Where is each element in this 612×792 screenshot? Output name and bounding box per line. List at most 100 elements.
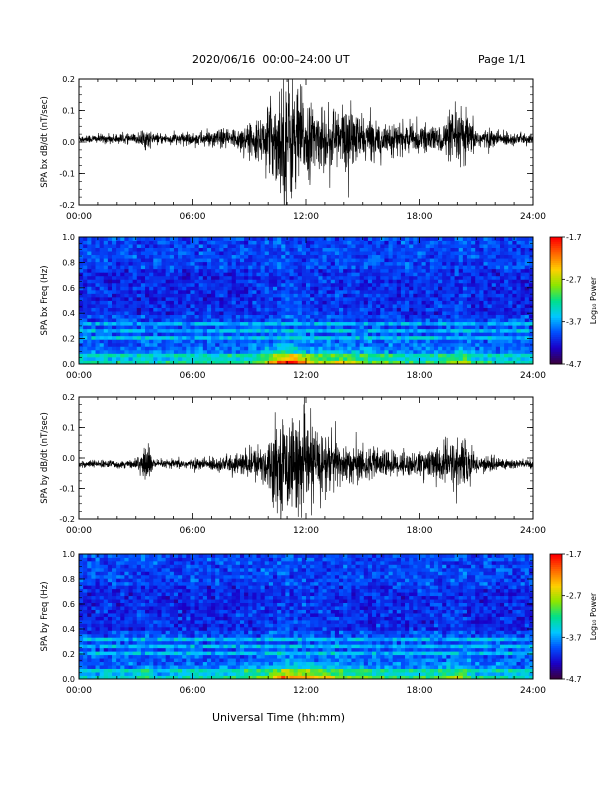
bx-spectrogram-cell [499,286,505,291]
bx-spectrogram-cell [466,265,472,270]
bx-spectrogram-cell [120,360,125,365]
bx-spectrogram-cell [268,346,274,351]
bx-spectrogram-cell [256,279,261,284]
bx-spectrogram-cell [491,289,497,294]
bx-spectrogram-cell [120,282,125,287]
bx-spectrogram-cell [281,356,286,361]
bx-spectrogram-cell [173,335,179,340]
bx-spectrogram-cell [438,339,443,344]
bx-spectrogram-cell [466,360,472,365]
bx-spectrogram-cell [367,296,373,301]
bx-spectrogram-colorbar-step [550,279,562,282]
bx-spectrogram-cell [79,356,84,361]
bx-spectrogram-cell [454,349,460,354]
bx-spectrogram-cell [202,349,208,354]
bx-spectrogram-cell [384,282,389,287]
bx-spectrogram-cell [132,261,138,266]
by-spectrogram-cell [136,581,142,586]
bx-spectrogram-cell [215,321,220,326]
bx-spectrogram-cell [277,332,282,337]
bx-spectrogram-cell [190,349,195,354]
by-spectrogram-cell [136,640,142,645]
bx-spectrogram-cell [293,318,299,323]
bx-spectrogram-cell [157,286,162,291]
bx-spectrogram-cell [87,335,92,340]
bx-spectrogram-cell [425,314,431,319]
bx-spectrogram-cell [330,335,336,340]
bx-spectrogram-cell [458,356,464,361]
bx-spectrogram-cell [520,335,526,340]
bx-spectrogram-cell [462,254,468,259]
bx-spectrogram-cell [190,304,195,308]
bx-spectrogram-cell [491,275,497,280]
bx-spectrogram-cell [405,296,410,301]
bx-spectrogram-cell [91,275,96,280]
bx-spectrogram-cell [409,296,414,301]
by-spectrogram-cell [107,619,113,624]
bx-spectrogram-cell [198,254,204,259]
by-spectrogram-cell [140,644,146,649]
bx-spectrogram-cell [260,272,266,277]
bx-spectrogram-cell [347,268,352,273]
bx-spectrogram-cell [343,254,348,259]
by-spectrogram-cell [116,581,121,586]
bx-spectrogram-cell [334,261,340,266]
bx-spectrogram-cell [161,289,167,294]
bx-spectrogram-cell [400,251,406,256]
bx-spectrogram-cell [190,311,195,316]
bx-spectrogram-cell [392,240,398,245]
bx-spectrogram-cell [281,258,286,263]
bx-spectrogram-cell [281,279,286,284]
bx-spectrogram-cell [157,265,162,270]
bx-spectrogram-cell [153,240,158,245]
bx-spectrogram-cell [79,265,84,270]
bx-spectrogram-cell [231,279,237,284]
bx-spectrogram-cell [367,318,373,323]
bx-spectrogram-cell [475,311,480,316]
by-spectrogram-cell [136,567,142,572]
bx-timeseries-ylabel: SPA bx dB/dt (nT/sec) [40,96,50,188]
bx-spectrogram-cell [392,318,398,323]
bx-spectrogram-cell [306,353,311,358]
bx-spectrogram-cell [380,311,385,316]
bx-spectrogram-cell [79,282,84,287]
bx-spectrogram-cell [132,339,138,344]
bx-spectrogram-cell [256,335,261,340]
bx-spectrogram-cell [334,275,340,280]
bx-spectrogram-cell [293,296,299,301]
bx-spectrogram-cell [421,258,427,263]
bx-spectrogram-cell [466,325,472,330]
bx-spectrogram-cell [384,318,389,323]
bx-spectrogram-cell [223,237,228,241]
bx-spectrogram-cell [173,272,179,277]
by-spectrogram-cell [120,581,125,586]
bx-spectrogram-cell [153,328,158,333]
bx-spectrogram-cell [99,261,105,266]
bx-spectrogram-cell [136,346,142,351]
bx-spectrogram-cell [466,349,472,354]
bx-spectrogram-cell [458,325,464,330]
bx-spectrogram-cell [306,328,311,333]
bx-spectrogram-cell [405,360,410,365]
bx-spectrogram-cell [322,335,328,340]
bx-spectrogram-cell [417,282,422,287]
bx-spectrogram-cell [120,346,125,351]
bx-spectrogram-cell [334,296,340,301]
bx-spectrogram-cell [409,328,414,333]
bx-spectrogram-cell [442,314,447,319]
bx-timeseries-ytick-label: 0.1 [62,107,75,116]
bx-spectrogram-cell [107,349,113,354]
by-spectrogram-cell [95,623,101,628]
bx-spectrogram-cell [372,268,377,273]
bx-spectrogram-cell [314,237,319,241]
bx-spectrogram-cell [149,314,154,319]
bx-spectrogram-cell [219,304,224,308]
bx-spectrogram-cell [206,318,212,323]
bx-spectrogram-cell [421,346,427,351]
bx-timeseries-series-line [79,79,533,205]
bx-spectrogram-cell [293,311,299,316]
bx-spectrogram-cell [314,258,319,263]
bx-spectrogram-cell [165,300,171,305]
bx-spectrogram-cell [318,244,323,248]
bx-spectrogram-cell [227,258,233,263]
